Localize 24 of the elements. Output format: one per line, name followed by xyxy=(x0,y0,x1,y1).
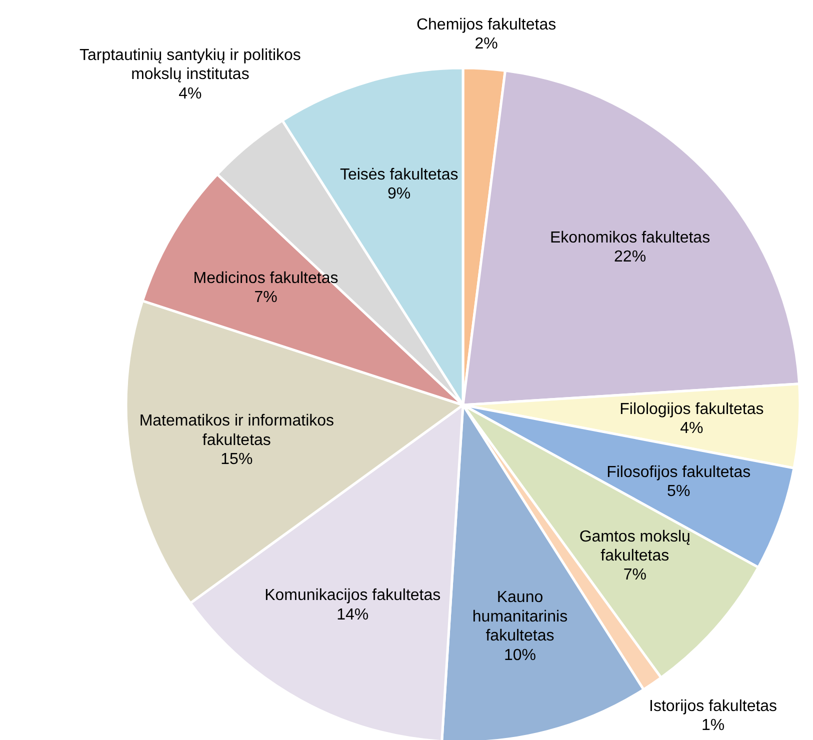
slice-label: Ekonomikos fakultetas xyxy=(550,230,710,247)
data-label: 1% xyxy=(701,717,725,734)
data-label: 7% xyxy=(254,289,278,306)
slice-label: Komunikacijos fakultetas xyxy=(264,587,441,604)
slice-label: Istorijos fakultetas xyxy=(649,698,778,716)
slice-label: Gamtos mokslų fakultetas xyxy=(579,528,691,565)
data-label: 4% xyxy=(680,420,704,438)
data-label: 9% xyxy=(388,186,411,203)
slice-label: Kauno humanitarinis fakultetas xyxy=(472,589,568,645)
slice-label: Filologijos fakultetas xyxy=(620,401,764,418)
data-label: 10% xyxy=(504,646,536,664)
slice-label: Matematikos ir informatikos fakultetas xyxy=(139,412,334,450)
data-label: 7% xyxy=(623,566,646,584)
slice-label: Teisės fakultetas xyxy=(340,166,458,184)
data-label: 22% xyxy=(614,248,646,266)
data-label: 2% xyxy=(474,36,498,53)
slice-label: Tarptautinių santykių ir politikos mokslų institutas xyxy=(79,47,301,84)
slice-label: Chemijos fakultetas xyxy=(416,16,556,34)
data-label: 14% xyxy=(336,606,369,624)
slice-label: Filosofijos fakultetas xyxy=(606,464,751,482)
data-label: 15% xyxy=(220,451,253,468)
data-label: 4% xyxy=(178,86,202,103)
slice-label: Medicinos fakultetas xyxy=(193,270,338,287)
data-label: 5% xyxy=(667,483,690,500)
